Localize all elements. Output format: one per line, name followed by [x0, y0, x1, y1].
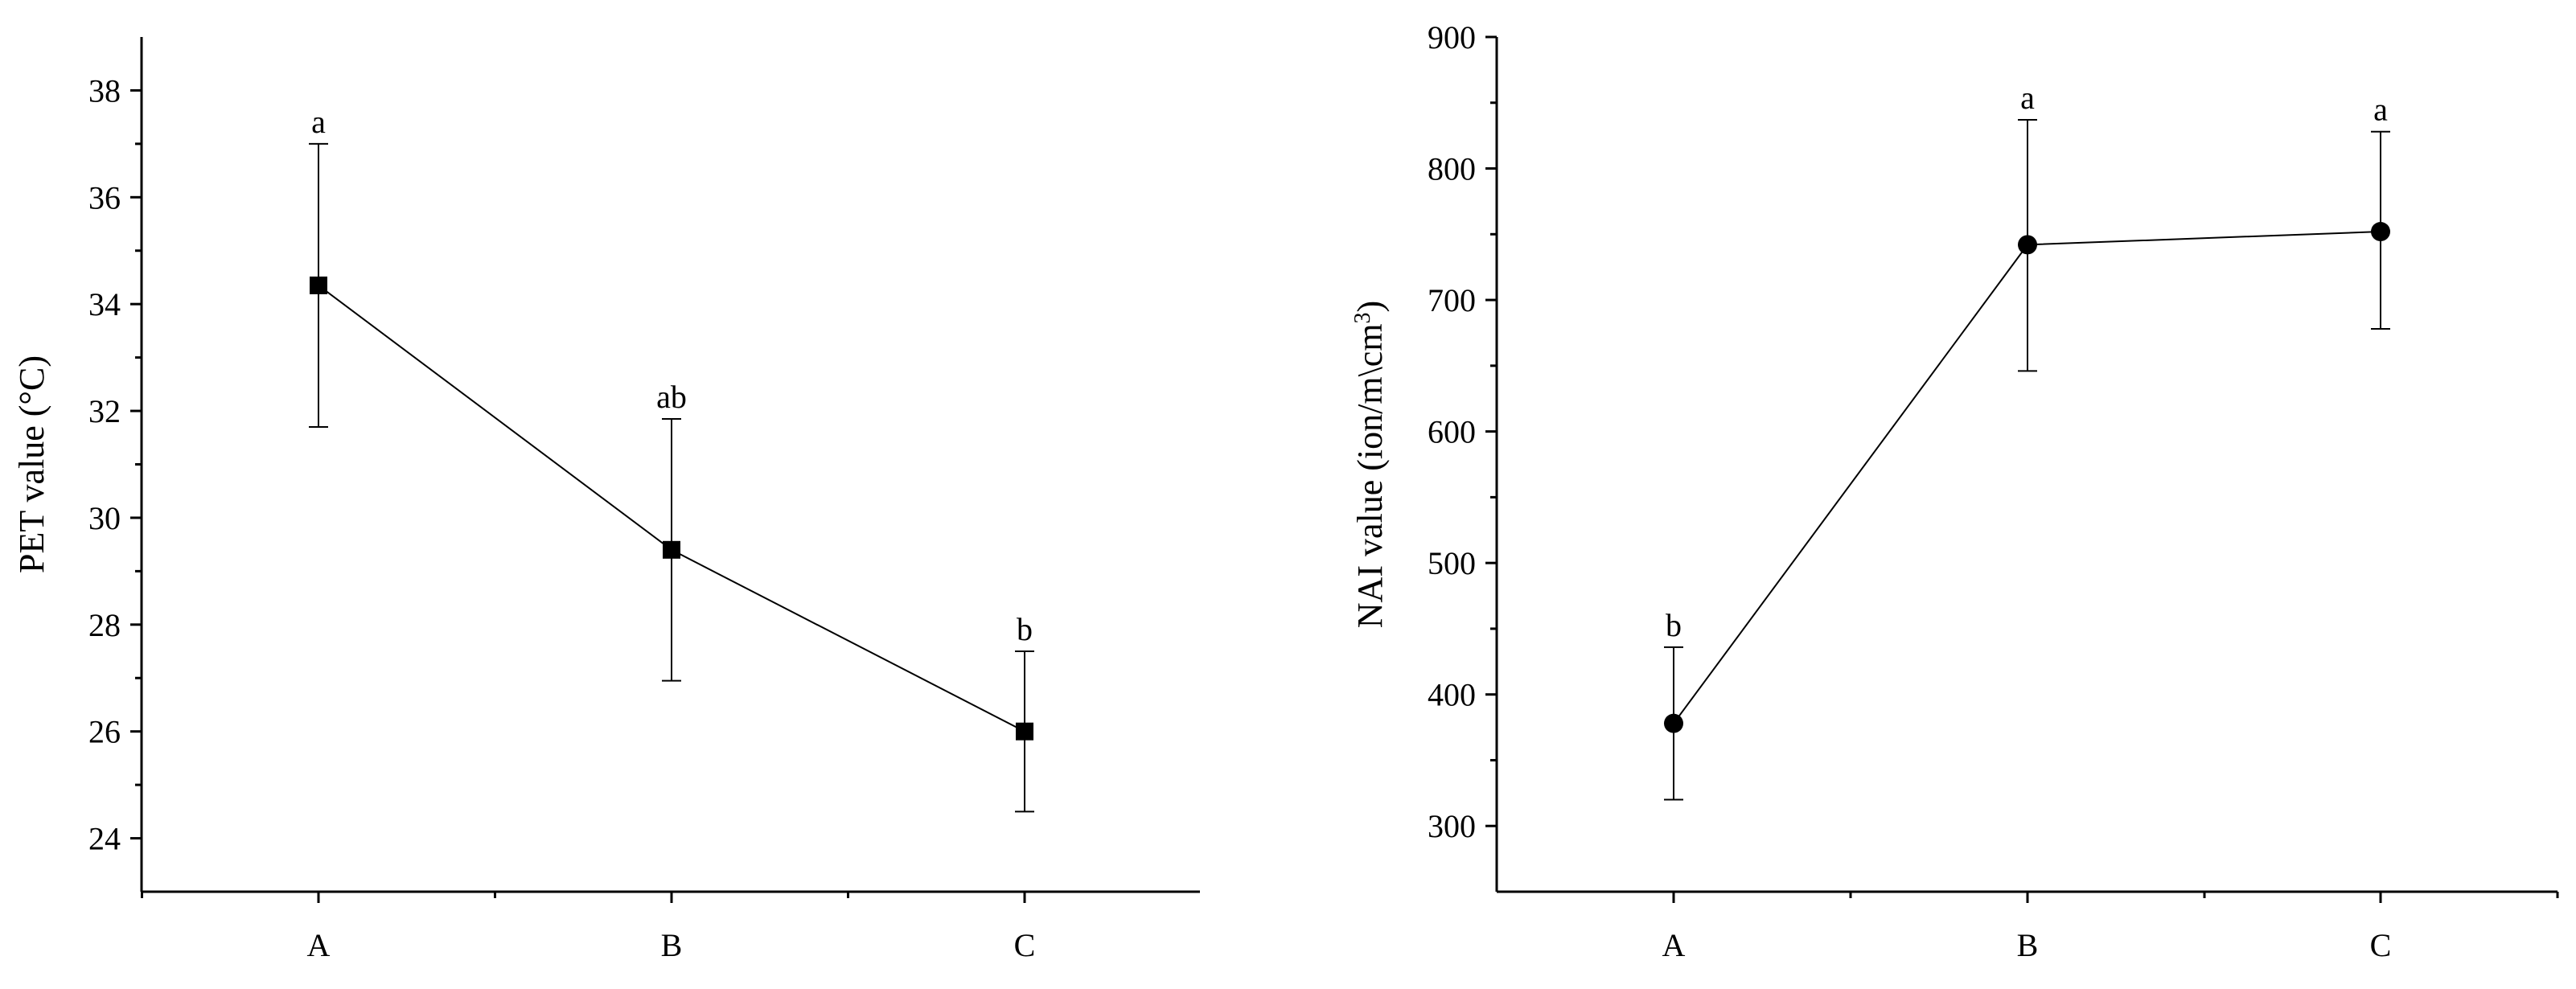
- nai-y-axis-title-main: NAI value (ion/m\cm: [1350, 323, 1390, 628]
- pet-group-label: b: [1017, 611, 1033, 647]
- nai-chart: NAI value (ion/m\cm3) 300 400 500 600 700 800…: [1350, 19, 2559, 963]
- nai-group-label: b: [1666, 607, 1682, 643]
- pet-y-tick-label: 24: [88, 821, 121, 857]
- pet-y-tick-label: 34: [88, 286, 121, 322]
- pet-y-tick-label: 32: [88, 393, 121, 429]
- pet-chart: PET value (°C) 24 26 28 30 32 34 36 38 A B Ca ab b: [12, 37, 1200, 963]
- nai-y-tick-label: 800: [1428, 151, 1476, 187]
- nai-x-tick-label: A: [1662, 927, 1686, 963]
- nai-y-tick-label: 400: [1428, 677, 1476, 713]
- nai-y-axis-title-superscript: 3: [1350, 312, 1375, 323]
- pet-y-tick-label: 30: [88, 500, 121, 536]
- pet-x-tick-label: C: [1014, 927, 1036, 963]
- nai-y-tick-label: 900: [1428, 19, 1476, 55]
- pet-group-label: ab: [656, 379, 687, 415]
- pet-y-tick-label: 38: [88, 72, 121, 109]
- nai-y-tick-label: 600: [1428, 414, 1476, 450]
- nai-data-point: [1664, 713, 1683, 733]
- pet-y-axis-title: PET value (°C): [12, 355, 51, 573]
- nai-y-tick-label: 500: [1428, 545, 1476, 581]
- nai-data-point: [2371, 222, 2390, 242]
- nai-group-label: a: [2020, 80, 2035, 116]
- nai-y-axis-title: NAI value (ion/m\cm3): [1350, 301, 1391, 628]
- nai-group-label: a: [2373, 92, 2388, 128]
- pet-data-point: [310, 276, 327, 294]
- pet-y-tick-label: 36: [88, 179, 121, 215]
- nai-y-tick-label: 700: [1428, 282, 1476, 318]
- pet-data-point: [663, 540, 680, 559]
- pet-data-point: [1016, 722, 1033, 741]
- pet-y-tick-label: 26: [88, 714, 121, 750]
- pet-group-label: a: [311, 104, 326, 140]
- nai-data-point: [2018, 235, 2037, 255]
- pet-x-tick-label: A: [307, 927, 331, 963]
- pet-y-tick-label: 28: [88, 607, 121, 643]
- pet-x-tick-label: B: [661, 927, 683, 963]
- nai-y-tick-label: 300: [1428, 808, 1476, 844]
- nai-x-tick-label: C: [2370, 927, 2392, 963]
- nai-x-tick-label: B: [2017, 927, 2039, 963]
- nai-y-axis-title-suffix: ): [1350, 301, 1390, 313]
